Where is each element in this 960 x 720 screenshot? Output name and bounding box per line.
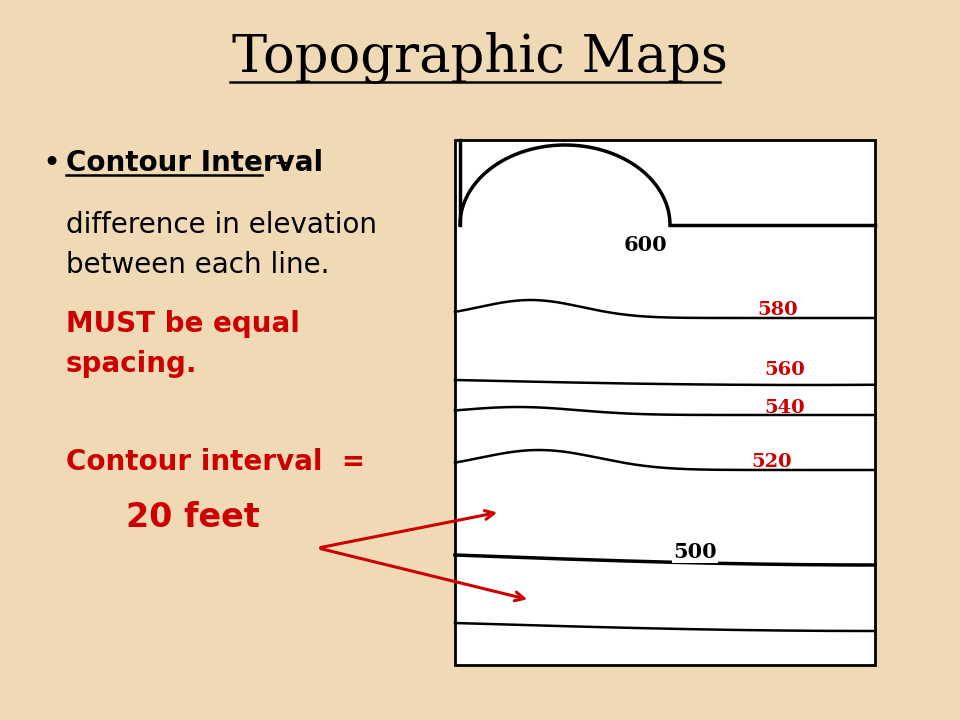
Text: 580: 580 — [757, 301, 799, 319]
Text: 520: 520 — [752, 453, 792, 471]
Text: 540: 540 — [765, 399, 805, 417]
Text: •: • — [42, 148, 60, 178]
Text: difference in elevation
between each line.: difference in elevation between each lin… — [66, 211, 377, 279]
Text: MUST be equal
spacing.: MUST be equal spacing. — [66, 310, 300, 378]
Text: Topographic Maps: Topographic Maps — [232, 32, 728, 84]
Text: 500: 500 — [673, 542, 717, 562]
Text: 600: 600 — [623, 235, 667, 255]
Bar — [455, 140, 875, 665]
Text: 20 feet: 20 feet — [126, 501, 260, 534]
Text: 560: 560 — [764, 361, 805, 379]
Text: Contour interval  =: Contour interval = — [66, 448, 365, 476]
Text: –: – — [266, 149, 289, 177]
Text: Contour Interval: Contour Interval — [66, 149, 324, 177]
